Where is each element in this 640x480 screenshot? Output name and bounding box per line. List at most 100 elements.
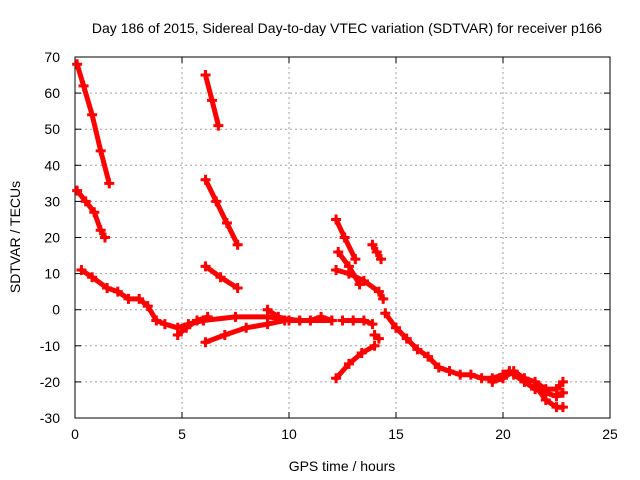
data-series-arc-15 <box>331 340 380 384</box>
data-point <box>331 264 342 275</box>
data-point <box>80 196 91 207</box>
data-point <box>455 369 466 380</box>
data-point <box>76 264 87 275</box>
data-point <box>123 293 134 304</box>
data-point <box>213 120 224 131</box>
x-tick-label: 5 <box>178 426 186 442</box>
data-point <box>181 322 192 333</box>
data-series-arc-16 <box>337 315 378 330</box>
data-series-arc-11 <box>331 214 361 265</box>
data-series-arc-3 <box>76 264 209 333</box>
data-point <box>350 254 361 265</box>
y-tick-label: 50 <box>44 121 60 137</box>
data-point <box>241 322 252 333</box>
series-line <box>333 343 378 381</box>
data-point <box>373 333 384 344</box>
data-point <box>557 402 568 413</box>
data-point <box>215 272 226 283</box>
data-point <box>373 286 384 297</box>
data-point <box>519 376 530 387</box>
chart-title: Day 186 of 2015, Sidereal Day-to-day VTE… <box>92 20 602 36</box>
data-series-arc-14 <box>367 239 387 265</box>
data-point <box>72 59 83 70</box>
y-tick-label: -30 <box>40 410 60 426</box>
data-point <box>95 225 106 236</box>
data-point <box>200 70 211 81</box>
data-point <box>230 311 241 322</box>
plot-series <box>72 59 568 413</box>
data-point <box>78 80 89 91</box>
data-point <box>305 315 316 326</box>
data-point <box>331 373 342 384</box>
data-point <box>151 315 162 326</box>
data-point <box>444 366 455 377</box>
data-point <box>378 293 389 304</box>
y-tick-label: 10 <box>44 266 60 282</box>
data-point <box>331 214 342 225</box>
x-tick-label: 10 <box>281 426 297 442</box>
y-tick-label: 60 <box>44 85 60 101</box>
data-series-arc-21 <box>530 380 568 413</box>
y-tick-label: 70 <box>44 49 60 65</box>
data-series-arc-19 <box>487 366 568 395</box>
data-point <box>476 373 487 384</box>
data-point <box>369 340 380 351</box>
data-series-arc-10 <box>262 304 337 326</box>
series-line <box>340 318 375 327</box>
data-series-arc-2 <box>72 185 110 243</box>
data-point <box>498 373 508 384</box>
data-point <box>262 304 273 315</box>
data-point <box>380 308 391 319</box>
series-line <box>203 177 241 248</box>
data-point <box>219 329 230 340</box>
data-point <box>423 351 434 362</box>
data-point <box>72 185 83 196</box>
data-point <box>95 145 106 156</box>
y-tick-label: -20 <box>40 374 60 390</box>
data-series-arc-17 <box>369 329 384 344</box>
y-axis-label: SDTVAR / TECUs <box>7 181 23 293</box>
data-point <box>540 394 551 405</box>
data-point <box>99 232 110 243</box>
data-point <box>221 218 232 229</box>
y-tick-label: 30 <box>44 193 60 209</box>
data-point <box>172 329 183 340</box>
data-point <box>87 272 98 283</box>
x-tick-label: 15 <box>388 426 404 442</box>
data-point <box>343 358 354 369</box>
data-point <box>508 369 519 380</box>
data-point <box>102 283 113 294</box>
data-point <box>198 315 209 326</box>
data-point <box>316 311 327 322</box>
data-point <box>343 268 354 279</box>
data-point <box>134 293 145 304</box>
data-point <box>104 178 115 189</box>
data-point <box>337 315 348 326</box>
x-tick-label: 25 <box>602 426 618 442</box>
x-tick-label: 20 <box>495 426 511 442</box>
data-point <box>200 337 211 348</box>
data-series-arc-6 <box>200 174 243 250</box>
data-point <box>206 95 217 106</box>
data-point <box>367 319 378 330</box>
data-point <box>401 333 412 344</box>
data-point <box>376 254 387 265</box>
data-point <box>367 239 378 250</box>
data-point <box>211 196 222 207</box>
data-point <box>142 301 153 312</box>
axis-ticks: 0 5 10 15 20 25 -30 -20 -10 0 10 20 30 40 50 60 70 <box>40 49 618 442</box>
data-point <box>348 315 359 326</box>
data-point <box>371 246 382 257</box>
data-point <box>391 322 401 333</box>
data-point <box>557 376 568 387</box>
data-point <box>112 286 123 297</box>
y-tick-label: 40 <box>44 157 60 173</box>
data-point <box>159 319 170 330</box>
data-point <box>358 275 369 286</box>
data-point <box>557 387 568 398</box>
data-point <box>339 232 350 243</box>
data-point <box>232 239 243 250</box>
x-tick-label: 0 <box>71 426 79 442</box>
data-point <box>356 348 367 359</box>
